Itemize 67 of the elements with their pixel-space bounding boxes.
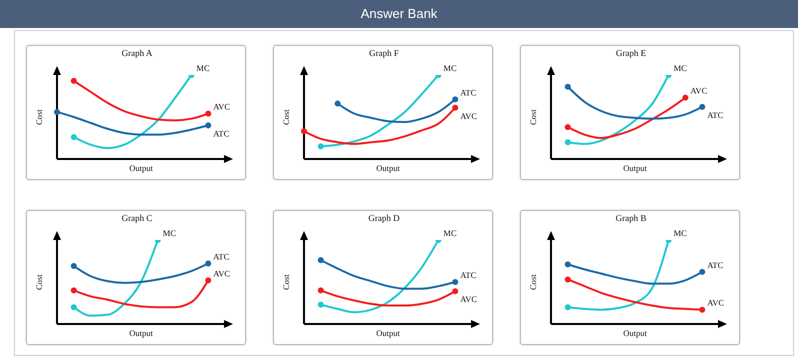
series-label: MC [674,228,688,238]
y-axis-title: Cost [281,108,292,125]
point [564,84,571,90]
point [205,277,212,284]
point [70,263,77,270]
point [564,261,571,268]
point [564,139,571,146]
point [301,128,307,134]
series-label: MC [196,63,210,73]
point [564,304,571,310]
point [682,94,688,101]
x-axis-title: Output [623,328,648,338]
point [564,124,571,130]
series-label: AVC [690,86,708,96]
point [699,306,706,313]
point [452,104,458,111]
x-axis-title: Output [376,328,400,338]
point [70,78,77,84]
y-axis-title: Cost [528,108,538,125]
point [564,276,571,282]
series-label: ATC [460,87,477,98]
point [699,104,706,110]
point [205,110,212,117]
series-label: AVC [707,298,724,308]
y-axis-title: Cost [34,274,44,290]
point [699,268,706,275]
y-axis-title: Cost [528,274,538,290]
series-label: ATC [707,260,724,270]
point [318,257,324,264]
x-axis-title: Output [623,163,648,173]
point [318,287,324,294]
point [318,143,324,150]
y-axis-title: Cost [34,108,44,125]
series-label: MC [443,63,457,73]
series-label: MC [674,63,688,73]
series-label: ATC [213,128,230,138]
chart-title: Graph B [614,213,648,223]
series-label: AVC [213,268,230,278]
point [452,96,458,102]
series-label: AVC [460,294,478,304]
series-label: ATC [707,110,724,120]
text: Answer Bank [0,0,798,28]
series-label: AVC [460,110,478,121]
y-axis-title: Cost [281,274,292,290]
chart-title: Graph F [368,48,400,58]
point [205,260,212,267]
point [54,108,60,115]
point [452,288,458,294]
point [70,304,77,310]
chart-title: Graph A [120,48,154,58]
x-axis-title: Output [376,163,400,173]
point [70,287,77,294]
series-label: MC [162,228,176,238]
chart-title: Graph D [367,213,401,223]
series-label: ATC [213,252,230,262]
point [205,122,212,128]
chart-title: Graph E [614,48,648,58]
series-label: ATC [460,270,477,280]
x-axis-title: Output [129,163,154,173]
point [452,279,458,285]
x-axis-title: Output [129,328,154,338]
point [318,302,324,308]
series-label: MC [443,228,457,238]
point [334,100,341,107]
point [70,134,77,140]
series-label: AVC [213,102,230,112]
chart-title: Graph C [120,213,154,223]
